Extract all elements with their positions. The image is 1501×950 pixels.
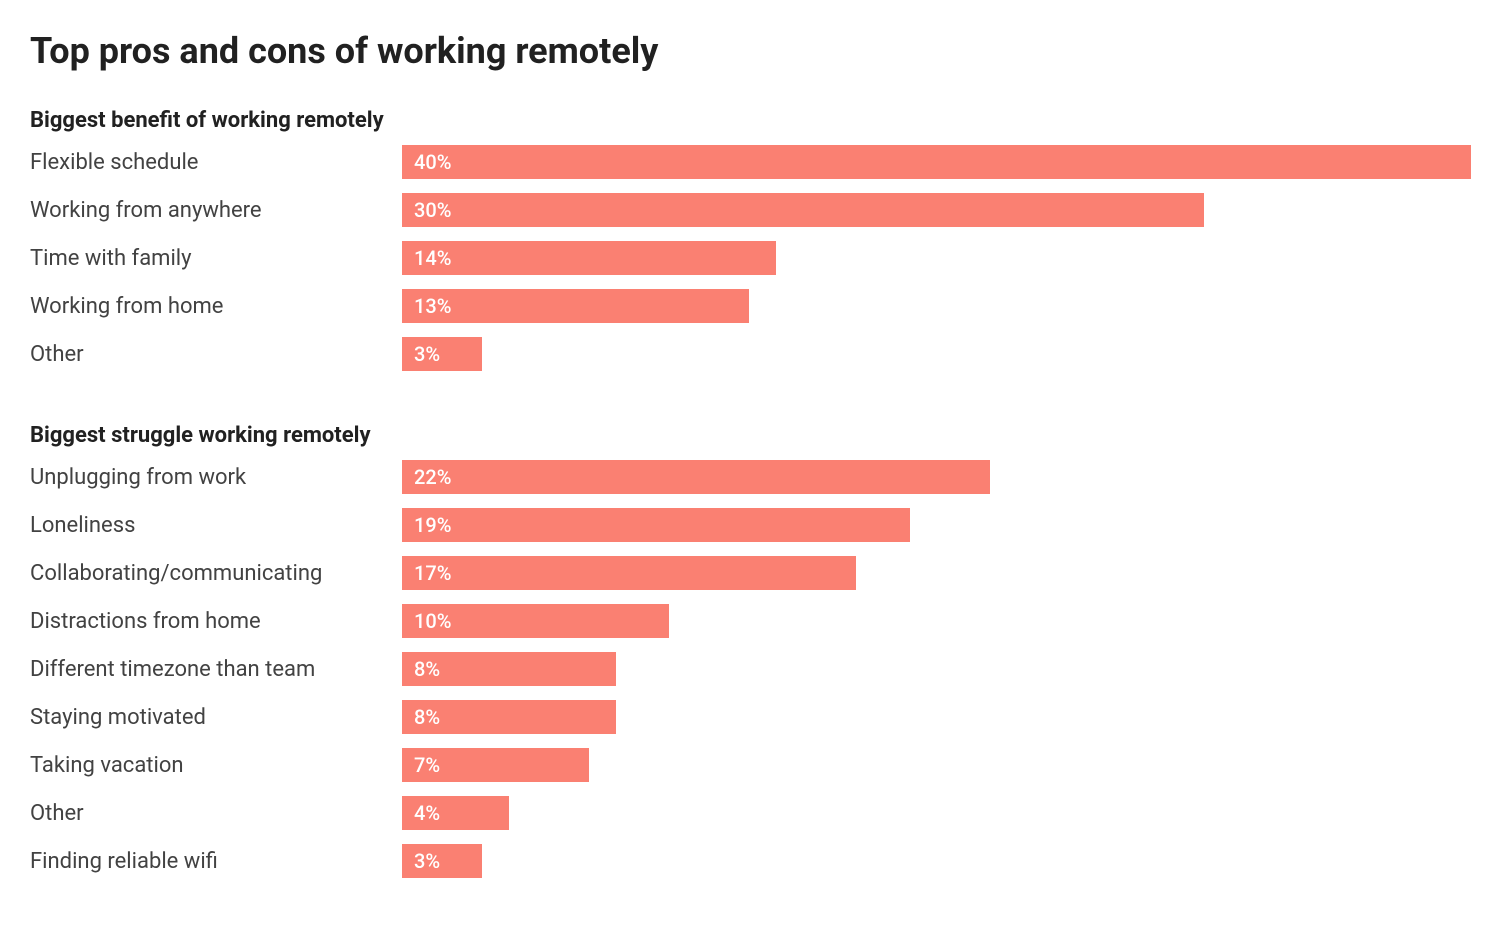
row-label: Working from anywhere [30, 198, 402, 223]
row-label: Other [30, 342, 402, 367]
bar: 30% [402, 193, 1204, 227]
chart-section: Biggest struggle working remotely Unplugg… [30, 423, 1471, 878]
bar-value: 14% [414, 246, 451, 270]
bar: 17% [402, 556, 856, 590]
bar-value: 4% [414, 801, 440, 825]
bar-track: 7% [402, 748, 1471, 782]
chart-row: Working from home 13% [30, 289, 1471, 323]
chart-row: Time with family 14% [30, 241, 1471, 275]
chart-row: Distractions from home 10% [30, 604, 1471, 638]
row-label: Distractions from home [30, 609, 402, 634]
bar: 14% [402, 241, 776, 275]
bar: 40% [402, 145, 1471, 179]
row-label: Time with family [30, 246, 402, 271]
row-label: Collaborating/communicating [30, 561, 402, 586]
row-label: Flexible schedule [30, 150, 402, 175]
chart-row: Working from anywhere 30% [30, 193, 1471, 227]
bar: 13% [402, 289, 749, 323]
bar: 10% [402, 604, 669, 638]
bar: 8% [402, 700, 616, 734]
bar-track: 19% [402, 508, 1471, 542]
bar-track: 40% [402, 145, 1471, 179]
bar-track: 3% [402, 337, 1471, 371]
bar: 3% [402, 844, 482, 878]
chart-row: Taking vacation 7% [30, 748, 1471, 782]
bar-track: 8% [402, 700, 1471, 734]
chart-row: Loneliness 19% [30, 508, 1471, 542]
row-label: Different timezone than team [30, 657, 402, 682]
row-label: Unplugging from work [30, 465, 402, 490]
bar-track: 14% [402, 241, 1471, 275]
chart-row: Other 4% [30, 796, 1471, 830]
row-label: Other [30, 801, 402, 826]
bar: 4% [402, 796, 509, 830]
bar-value: 22% [414, 465, 451, 489]
chart-row: Different timezone than team 8% [30, 652, 1471, 686]
bar-track: 3% [402, 844, 1471, 878]
bar-value: 19% [414, 513, 451, 537]
bar: 19% [402, 508, 910, 542]
bar: 7% [402, 748, 589, 782]
chart-row: Staying motivated 8% [30, 700, 1471, 734]
bar-value: 8% [414, 705, 440, 729]
row-label: Finding reliable wifi [30, 849, 402, 874]
chart-row: Collaborating/communicating 17% [30, 556, 1471, 590]
bar-value: 3% [414, 849, 440, 873]
row-label: Taking vacation [30, 753, 402, 778]
chart-title: Top pros and cons of working remotely [30, 30, 1471, 72]
bar-track: 30% [402, 193, 1471, 227]
bar-value: 7% [414, 753, 440, 777]
bar-value: 3% [414, 342, 440, 366]
bar-value: 8% [414, 657, 440, 681]
bar: 8% [402, 652, 616, 686]
bar-value: 13% [414, 294, 451, 318]
bar-value: 30% [414, 198, 451, 222]
row-label: Working from home [30, 294, 402, 319]
bar-value: 17% [414, 561, 451, 585]
chart-row: Flexible schedule 40% [30, 145, 1471, 179]
bar: 22% [402, 460, 990, 494]
chart-row: Other 3% [30, 337, 1471, 371]
section-heading: Biggest benefit of working remotely [30, 108, 1471, 133]
bar-track: 10% [402, 604, 1471, 638]
bar-track: 8% [402, 652, 1471, 686]
bar-track: 17% [402, 556, 1471, 590]
row-label: Staying motivated [30, 705, 402, 730]
row-label: Loneliness [30, 513, 402, 538]
chart-row: Unplugging from work 22% [30, 460, 1471, 494]
bar-value: 10% [414, 609, 451, 633]
chart-section: Biggest benefit of working remotely Flexi… [30, 108, 1471, 371]
bar: 3% [402, 337, 482, 371]
chart-row: Finding reliable wifi 3% [30, 844, 1471, 878]
bar-value: 40% [414, 150, 451, 174]
bar-track: 4% [402, 796, 1471, 830]
bar-track: 22% [402, 460, 1471, 494]
bar-track: 13% [402, 289, 1471, 323]
section-heading: Biggest struggle working remotely [30, 423, 1471, 448]
